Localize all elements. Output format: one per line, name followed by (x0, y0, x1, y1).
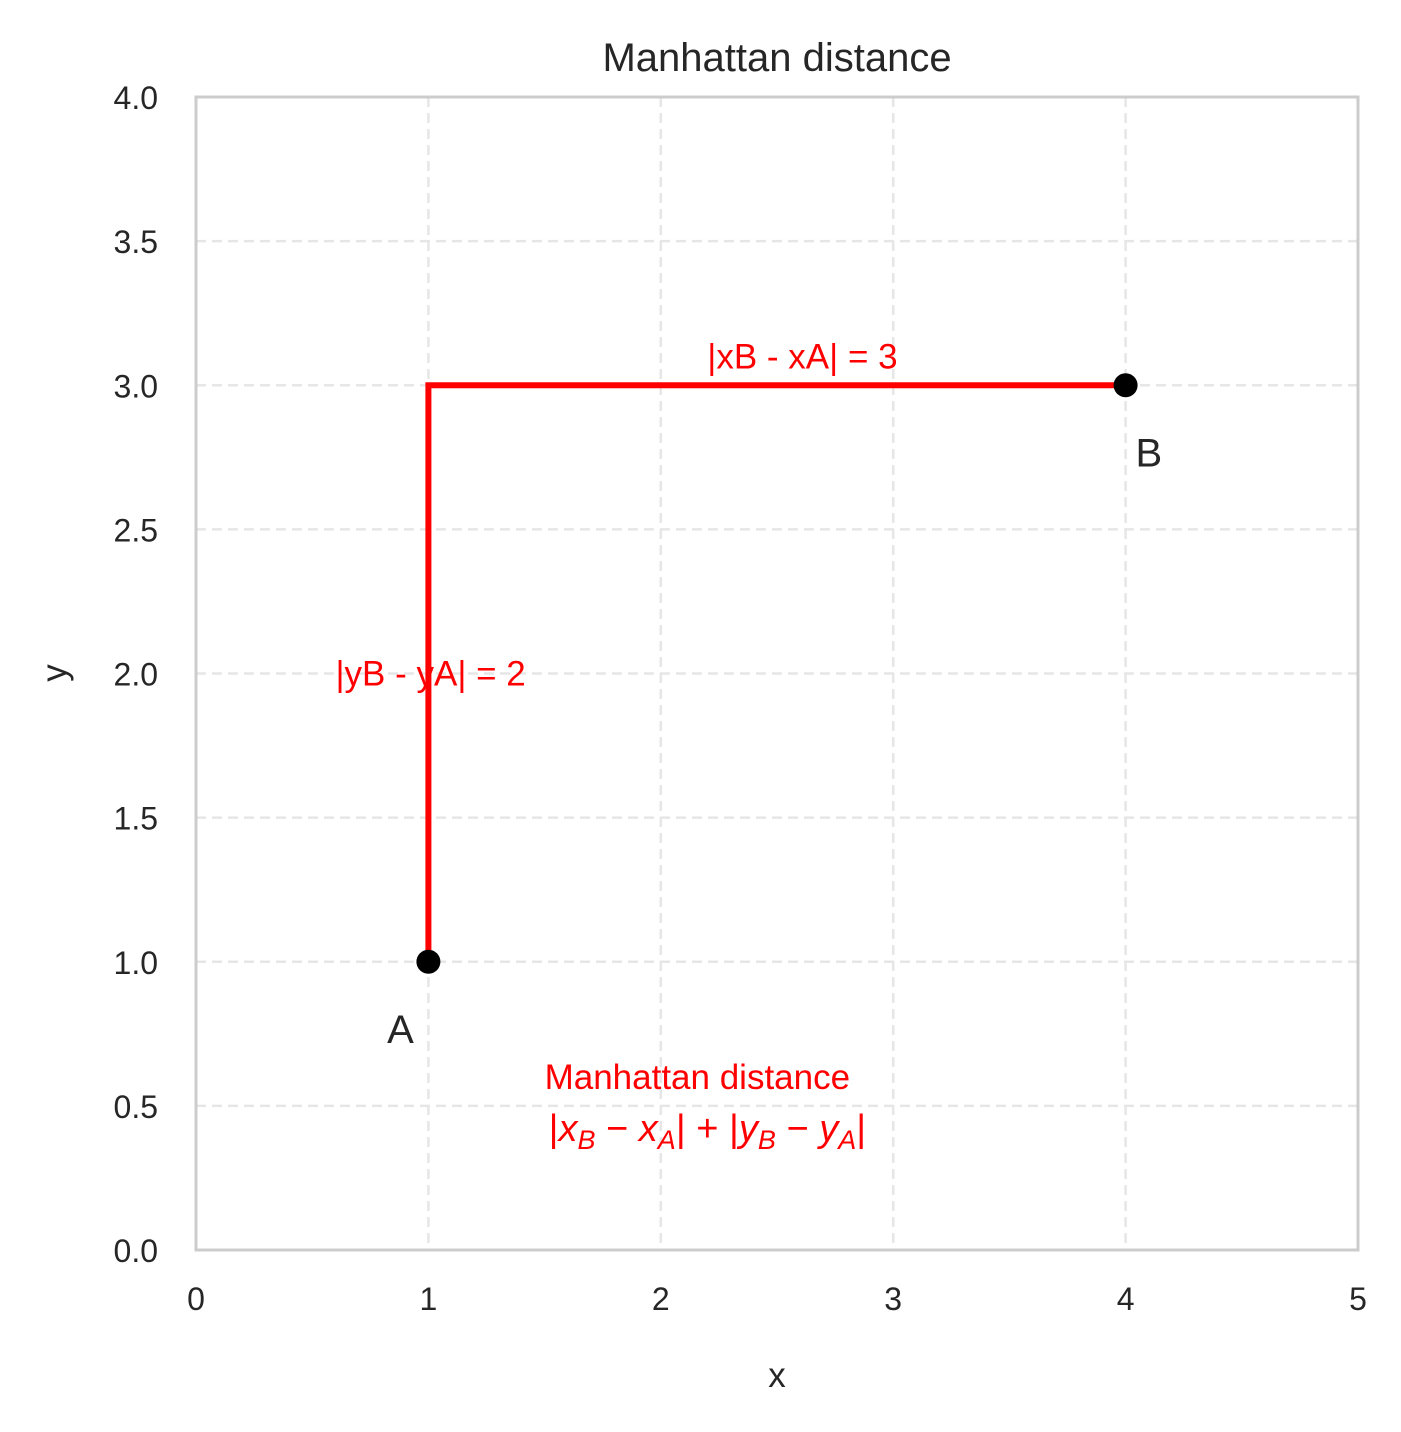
y-tick-label: 0.5 (114, 1089, 158, 1125)
y-tick-label: 3.5 (114, 224, 158, 260)
manhattan-path (425, 382, 1126, 962)
marks: A B |xB - xA| = 3 |yB - yA| = 2 Manhattan di… (335, 337, 1162, 1155)
grid (196, 97, 1358, 1250)
formula-part: − (776, 1108, 819, 1150)
x-tick-label: 1 (420, 1281, 438, 1317)
formula-part: y (736, 1108, 760, 1150)
annotation: |xB - xA| = 3 (707, 337, 897, 376)
y-axis-label: y (35, 664, 74, 682)
y-tick-label: 1.5 (114, 801, 158, 837)
formula-part: | (549, 1108, 559, 1150)
formula-part: A (656, 1125, 676, 1155)
formula-part: A (836, 1125, 856, 1155)
annotation: |yB - yA| = 2 (335, 655, 525, 694)
formula-part: B (758, 1125, 776, 1155)
x-tick-label: 4 (1117, 1281, 1135, 1317)
plot-frame (194, 95, 1360, 1252)
chart-title: Manhattan distance (602, 36, 951, 80)
y-tick-label: 4.0 (114, 80, 158, 116)
formula-part: y (816, 1108, 840, 1150)
y-tick-label: 2.0 (114, 657, 158, 693)
formula-part: | (856, 1108, 866, 1150)
x-tick-label: 0 (187, 1281, 205, 1317)
formula: |xB − xA| + |yB − yA| (549, 1108, 867, 1155)
formula-part: x (637, 1108, 660, 1150)
x-tick-label: 3 (884, 1281, 902, 1317)
formula-part: x (556, 1108, 579, 1150)
ticks: 0 1 2 3 4 5 0.0 0.5 1.0 1.5 2.0 2.5 3.0 3.5 4.0 (114, 80, 1367, 1317)
y-tick-label: 3.0 (114, 368, 158, 404)
formula-part: B (577, 1125, 595, 1155)
x-axis-label: x (768, 1356, 786, 1395)
y-tick-label: 0.0 (114, 1233, 158, 1269)
formula-part: − (595, 1108, 638, 1150)
formula-part: | + | (676, 1108, 739, 1150)
y-tick-label: 1.0 (114, 945, 158, 981)
point-label-B: B (1135, 431, 1162, 475)
y-tick-label: 2.5 (114, 512, 158, 548)
x-tick-label: 2 (652, 1281, 670, 1317)
x-tick-label: 5 (1349, 1281, 1367, 1317)
point-label-A: A (387, 1008, 414, 1052)
point-B (1113, 373, 1138, 398)
point-A (416, 949, 441, 974)
annotation: Manhattan distance (545, 1058, 850, 1097)
